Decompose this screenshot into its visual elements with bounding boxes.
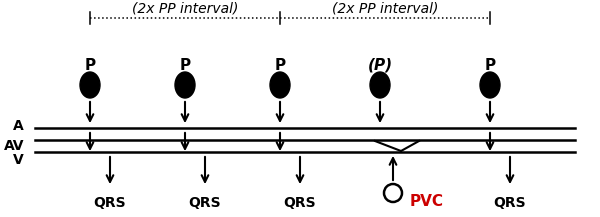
Text: AV: AV xyxy=(4,139,24,153)
Ellipse shape xyxy=(80,72,100,98)
Text: P: P xyxy=(179,58,191,72)
Ellipse shape xyxy=(270,72,290,98)
Text: QRS: QRS xyxy=(94,196,127,210)
Text: QRS: QRS xyxy=(284,196,316,210)
Text: (P): (P) xyxy=(367,58,392,72)
Text: (2x PP interval): (2x PP interval) xyxy=(332,1,438,15)
Text: PVC: PVC xyxy=(410,194,444,209)
Text: P: P xyxy=(85,58,95,72)
Text: P: P xyxy=(274,58,286,72)
Text: P: P xyxy=(484,58,496,72)
Text: V: V xyxy=(13,153,23,167)
Ellipse shape xyxy=(175,72,195,98)
Ellipse shape xyxy=(370,72,390,98)
Text: (2x PP interval): (2x PP interval) xyxy=(132,1,238,15)
Ellipse shape xyxy=(480,72,500,98)
Text: QRS: QRS xyxy=(494,196,526,210)
Text: QRS: QRS xyxy=(188,196,221,210)
Text: A: A xyxy=(13,119,23,133)
